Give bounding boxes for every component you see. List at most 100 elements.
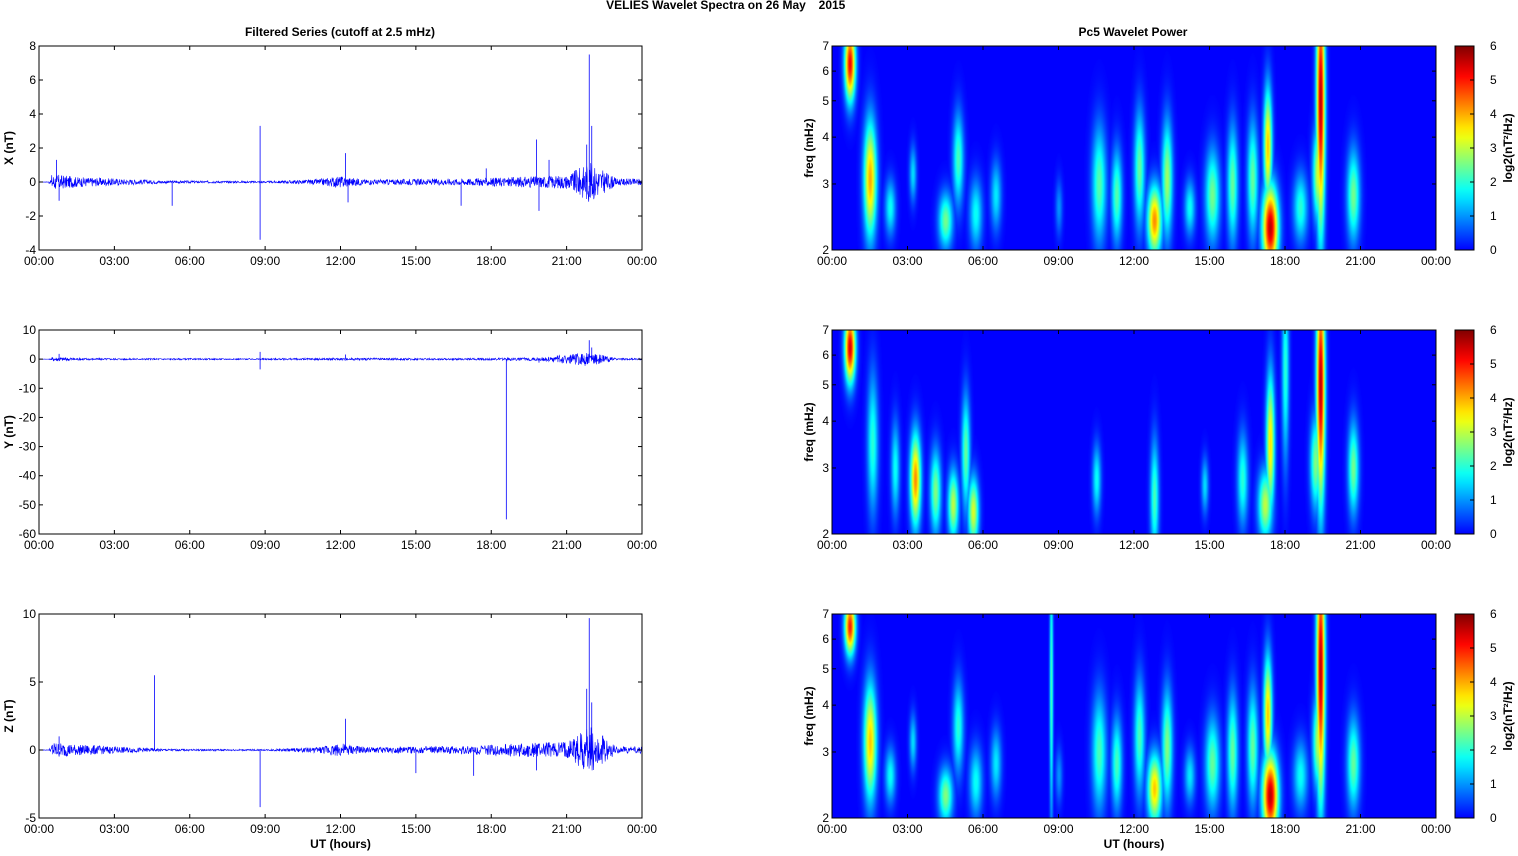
y-tick-label: -60 (19, 527, 37, 541)
colorbar-tick-label: 3 (1490, 425, 1497, 439)
x-tick-label: 09:00 (250, 538, 280, 552)
x-tick-label: 15:00 (401, 254, 431, 268)
x-tick-label: 21:00 (1345, 254, 1375, 268)
x-tick-label: 06:00 (968, 254, 998, 268)
y-tick-label: 2 (822, 811, 829, 825)
x-tick-label: 06:00 (968, 822, 998, 836)
plot-area (39, 330, 642, 534)
figure-title-year: 2015 (819, 0, 846, 12)
colorbar-tick-label: 0 (1490, 811, 1497, 825)
right-column-title: Pc5 Wavelet Power (1079, 25, 1188, 39)
y-tick-label: 8 (29, 39, 36, 53)
x-tick-label: 00:00 (627, 538, 657, 552)
x-tick-label: 12:00 (1119, 254, 1149, 268)
y-tick-label: 4 (822, 130, 829, 144)
x-tick-label: 09:00 (1043, 538, 1073, 552)
x-tick-label: 09:00 (1043, 822, 1073, 836)
plot-area (39, 46, 642, 250)
wavelet-power-image (832, 46, 1436, 250)
colorbar-tick-label: 3 (1490, 709, 1497, 723)
colorbar-tick-label: 1 (1490, 209, 1497, 223)
x-tick-label: 15:00 (401, 538, 431, 552)
y-tick-label: 2 (822, 527, 829, 541)
y-tick-label: 6 (822, 348, 829, 362)
x-tick-label: 03:00 (99, 538, 129, 552)
x-axis-label: UT (hours) (310, 837, 371, 851)
y-tick-label: 7 (822, 607, 829, 621)
colorbar-tick-label: 3 (1490, 141, 1497, 155)
x-tick-label: 06:00 (175, 822, 205, 836)
y-tick-label: 0 (29, 175, 36, 189)
x-tick-label: 18:00 (476, 254, 506, 268)
y-tick-label: 10 (23, 607, 37, 621)
x-tick-label: 12:00 (1119, 538, 1149, 552)
y-tick-label: 10 (23, 323, 37, 337)
x-tick-label: 00:00 (1421, 254, 1451, 268)
x-tick-label: 03:00 (99, 254, 129, 268)
y-axis-label: freq (mHz) (802, 118, 816, 177)
x-tick-label: 12:00 (1119, 822, 1149, 836)
y-tick-label: -50 (19, 498, 37, 512)
colorbar-tick-label: 4 (1490, 675, 1497, 689)
colorbar-tick-label: 1 (1490, 777, 1497, 791)
y-tick-label: 7 (822, 323, 829, 337)
colorbar-tick-label: 5 (1490, 641, 1497, 655)
x-tick-label: 18:00 (1270, 822, 1300, 836)
x-tick-label: 21:00 (552, 822, 582, 836)
x-tick-label: 00:00 (1421, 822, 1451, 836)
y-tick-label: 4 (822, 414, 829, 428)
x-tick-label: 00:00 (817, 538, 847, 552)
x-tick-label: 00:00 (24, 254, 54, 268)
x-tick-label: 18:00 (1270, 254, 1300, 268)
wavelet-power-image (832, 614, 1436, 818)
y-axis-label: Y (nT) (2, 415, 16, 449)
series-line-z (38, 727, 643, 771)
series-line-x (38, 163, 643, 202)
y-tick-label: -40 (19, 469, 37, 483)
y-tick-label: 3 (822, 177, 829, 191)
x-tick-label: 15:00 (1194, 822, 1224, 836)
x-tick-label: 00:00 (627, 254, 657, 268)
colorbar-tick-label: 5 (1490, 357, 1497, 371)
y-tick-label: -10 (19, 381, 37, 395)
y-axis-label: X (nT) (2, 131, 16, 165)
colorbar-tick-label: 6 (1490, 39, 1497, 53)
x-tick-label: 00:00 (24, 538, 54, 552)
y-tick-label: -2 (25, 209, 36, 223)
y-tick-label: 6 (822, 632, 829, 646)
x-tick-label: 12:00 (325, 254, 355, 268)
y-tick-label: 3 (822, 461, 829, 475)
x-tick-label: 00:00 (817, 822, 847, 836)
y-tick-label: 5 (822, 378, 829, 392)
colorbar-tick-label: 0 (1490, 527, 1497, 541)
x-tick-label: 00:00 (627, 822, 657, 836)
x-tick-label: 12:00 (325, 822, 355, 836)
y-tick-label: 5 (29, 675, 36, 689)
y-tick-label: -30 (19, 440, 37, 454)
colorbar-label: log2(nT²/Hz) (1501, 113, 1515, 182)
y-tick-label: 5 (822, 662, 829, 676)
x-tick-label: 03:00 (892, 538, 922, 552)
x-tick-label: 21:00 (1345, 822, 1375, 836)
colorbar-tick-label: 4 (1490, 107, 1497, 121)
y-tick-label: 6 (822, 64, 829, 78)
x-tick-label: 15:00 (1194, 538, 1224, 552)
plot-area (39, 614, 642, 818)
figure-title: VELIES Wavelet Spectra on 26 May (606, 0, 806, 12)
x-tick-label: 03:00 (892, 822, 922, 836)
x-tick-label: 00:00 (24, 822, 54, 836)
colorbar-tick-label: 2 (1490, 459, 1497, 473)
colorbar-tick-label: 6 (1490, 607, 1497, 621)
y-tick-label: 2 (822, 243, 829, 257)
y-axis-label: freq (mHz) (802, 686, 816, 745)
x-tick-label: 09:00 (1043, 254, 1073, 268)
y-tick-label: 0 (29, 352, 36, 366)
colorbar-tick-label: 6 (1490, 323, 1497, 337)
x-tick-label: 00:00 (1421, 538, 1451, 552)
